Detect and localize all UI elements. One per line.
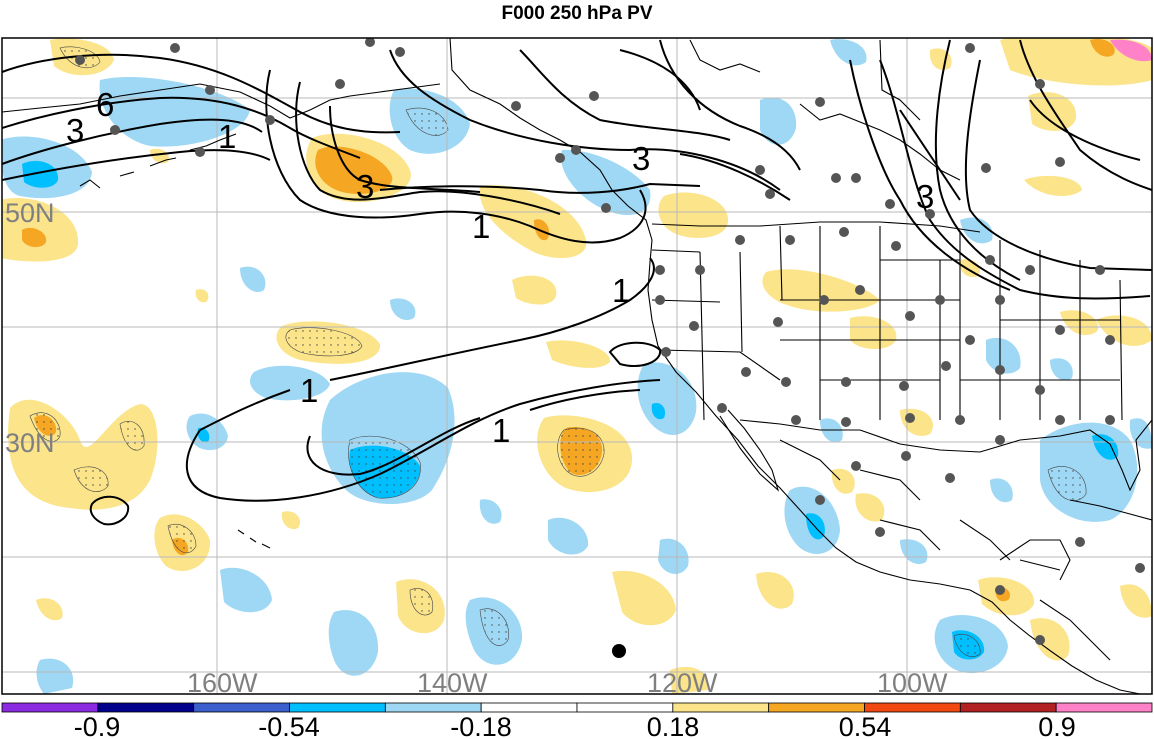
negative-anomaly-shading bbox=[2, 39, 1152, 694]
colorbar-box bbox=[480, 702, 578, 713]
contour-label: 6 bbox=[96, 86, 114, 123]
lon-label-120w: 120W bbox=[647, 668, 718, 698]
longitude-labels: 160W 140W 120W 100W bbox=[187, 668, 948, 698]
contour-label: 1 bbox=[492, 412, 510, 449]
colorbar-tick-label: -0.18 bbox=[450, 712, 512, 739]
map-title: F000 250 hPa PV bbox=[501, 3, 653, 24]
colorbar-box bbox=[97, 702, 195, 713]
contour-label: 3 bbox=[356, 168, 374, 205]
contour-label: 3 bbox=[916, 178, 934, 215]
colorbar-box bbox=[1055, 702, 1153, 713]
colorbar-box bbox=[576, 702, 674, 713]
colorbar-box bbox=[768, 702, 865, 713]
station-dots bbox=[75, 38, 1145, 645]
contour-label: 3 bbox=[632, 140, 650, 177]
contour-label: 1 bbox=[612, 272, 630, 309]
contour-label: 1 bbox=[472, 208, 490, 245]
colorbar-box bbox=[672, 702, 770, 713]
contour-label: 1 bbox=[218, 118, 236, 155]
map-frame bbox=[1, 37, 1153, 695]
colorbar-box bbox=[1, 702, 99, 713]
marker-dot bbox=[612, 644, 626, 658]
colorbar-box bbox=[959, 702, 1057, 713]
colorbar-box bbox=[193, 702, 290, 713]
lon-label-100w: 100W bbox=[877, 668, 948, 698]
colorbar-box bbox=[384, 702, 482, 713]
contour-labels: 6 3 1 3 1 3 1 1 1 3 bbox=[66, 86, 934, 449]
stippling bbox=[29, 46, 1087, 657]
colorbar-boxes bbox=[1, 702, 1153, 713]
colorbar-box bbox=[289, 702, 386, 713]
contour-label: 3 bbox=[66, 112, 84, 149]
colorbar-tick-labels: -0.9 -0.54 -0.18 0.18 0.54 0.9 bbox=[74, 712, 1076, 739]
lat-label-50n: 50N bbox=[5, 198, 55, 228]
colorbar-tick-label: 0.9 bbox=[1038, 712, 1076, 739]
lon-label-160w: 160W bbox=[187, 668, 258, 698]
latitude-labels: 50N 30N bbox=[5, 198, 55, 458]
contour-label: 1 bbox=[300, 372, 318, 409]
colorbar-tick-label: 0.54 bbox=[839, 712, 892, 739]
pv-contours bbox=[2, 39, 1152, 526]
colorbar-tick-label: 0.18 bbox=[647, 712, 700, 739]
colorbar-tick-label: -0.9 bbox=[74, 712, 121, 739]
lon-label-140w: 140W bbox=[417, 668, 488, 698]
lat-label-30n: 30N bbox=[5, 428, 55, 458]
colorbar-tick-label: -0.54 bbox=[258, 712, 320, 739]
colorbar-box bbox=[864, 702, 961, 713]
coastlines-and-borders bbox=[2, 38, 1152, 694]
